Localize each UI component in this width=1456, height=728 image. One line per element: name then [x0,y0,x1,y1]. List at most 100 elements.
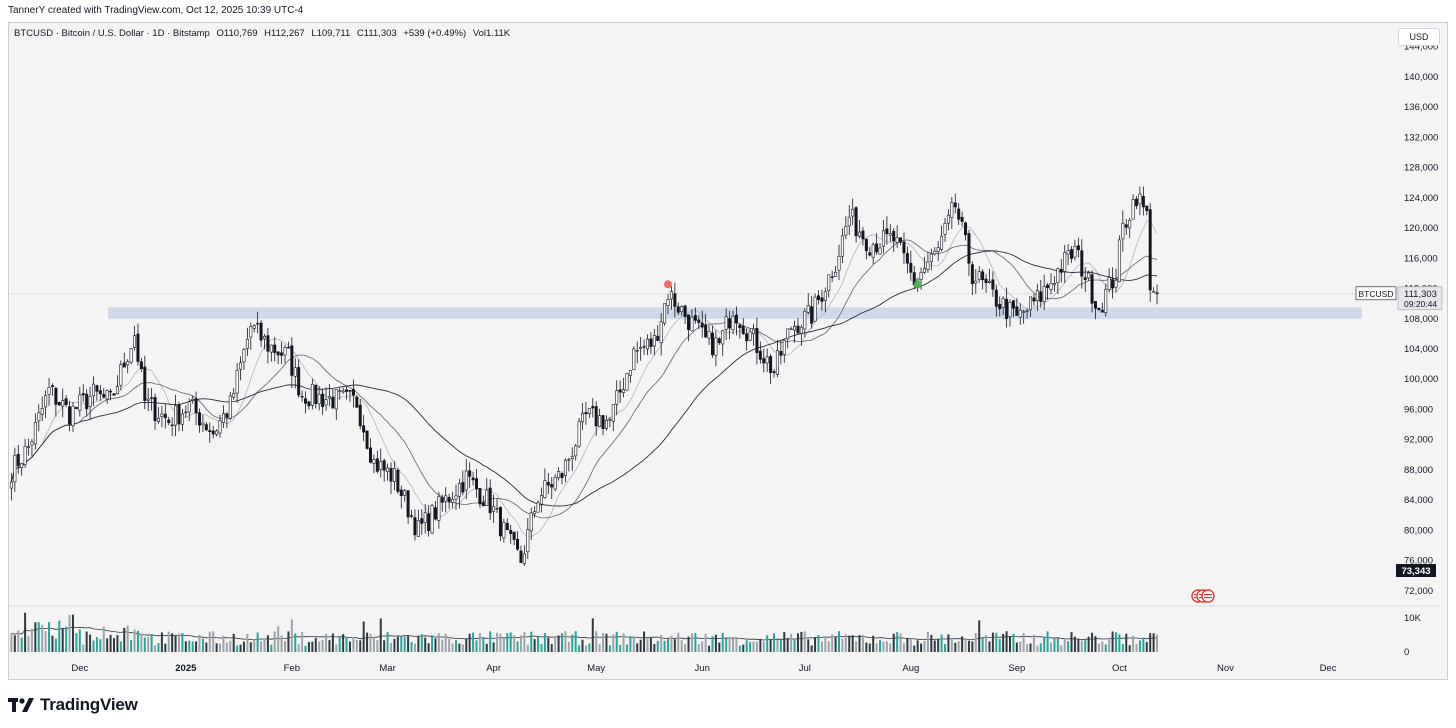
volume-bar [581,639,584,652]
candle [174,394,178,437]
candle [1093,301,1097,320]
y-tick-label: 124,000 [1404,193,1438,204]
candle-body [297,367,301,396]
x-tick-label: Feb [284,663,300,674]
candle [926,251,930,273]
candle-body [642,346,646,348]
y-tick-label: 104,000 [1404,344,1438,355]
candle [396,467,400,494]
volume-bar [554,638,557,652]
candle-body [543,480,547,498]
candle [598,408,602,427]
volume-bar [372,636,375,652]
candle-body [964,222,968,236]
candle-body [1049,283,1053,290]
candle [379,448,383,478]
candle-body [133,335,137,348]
candle-body [861,230,865,240]
candle-body [143,366,147,401]
candle [1008,299,1012,327]
candle [659,313,663,356]
candle-body [109,390,113,393]
candle-body [611,404,615,422]
volume-bar [20,637,23,652]
tradingview-logo[interactable]: TradingView [8,694,138,716]
candle [163,403,167,429]
candle [293,358,297,389]
candle [348,390,352,402]
volume-bar [796,633,799,652]
volume-bar [154,645,157,652]
candle-body [475,478,479,490]
volume-bar [417,636,420,652]
candle-body [557,470,561,479]
volume-bar [396,636,399,652]
candle [362,415,366,442]
brand-name: TradingView [40,695,138,714]
volume-bar [896,632,899,652]
volume-bar [284,641,286,652]
volume-bar [51,635,54,652]
x-tick-label: Dec [71,663,88,674]
symbol-legend[interactable]: BTCUSD · Bitcoin / U.S. Dollar · 1D · Bi… [14,28,514,39]
candle-body [1015,306,1019,316]
candle [1029,296,1033,317]
candle-body [1052,283,1056,286]
candle [242,347,246,370]
volume-bar [670,635,673,652]
volume-bar [858,635,861,652]
candle [1076,237,1080,258]
candle [1039,280,1043,308]
volume-bar [899,633,902,652]
candle [307,400,311,410]
volume-bar [827,641,830,652]
candle [738,323,742,339]
volume-bar [1108,637,1111,652]
volume-bar [578,645,581,652]
candle [215,429,219,437]
volume-bar [424,637,427,652]
volume-bar [735,638,738,652]
candle [878,242,882,255]
volume-bar [188,640,191,652]
volume-bar [61,627,64,652]
candle [888,224,892,242]
candle-body [27,446,31,448]
volume-bar [1145,642,1148,652]
candle [964,221,968,241]
volume-bar [906,638,909,652]
volume-bar [971,641,974,652]
volume-bar [403,636,406,652]
volume-bar [530,631,533,652]
legend-high: H112,267 [264,28,305,39]
candle-body [871,244,875,258]
candle [95,384,99,401]
volume-bar [328,640,331,652]
currency-button[interactable]: USD [1398,28,1440,46]
candle [714,330,718,367]
candle-body [1022,311,1026,313]
candle [830,270,834,283]
volume-bar [725,638,728,652]
volume-bar [673,639,676,652]
volume-bar [48,622,51,652]
volume-bar [177,633,180,652]
candle-body [1025,310,1029,312]
candle-body [981,271,985,281]
candle-body [1138,193,1142,205]
volume-bar [851,635,854,652]
candle-body [78,394,82,411]
candle [1049,273,1053,295]
candle-body [170,424,174,427]
candle [1025,308,1029,319]
candle [861,226,865,246]
candle-body [875,243,879,253]
candle [457,478,461,509]
candle-body [604,420,608,429]
candle [112,393,116,396]
candle [399,485,403,509]
volume-bar [232,633,235,652]
candle-body [23,445,27,465]
candle-body [16,454,20,467]
